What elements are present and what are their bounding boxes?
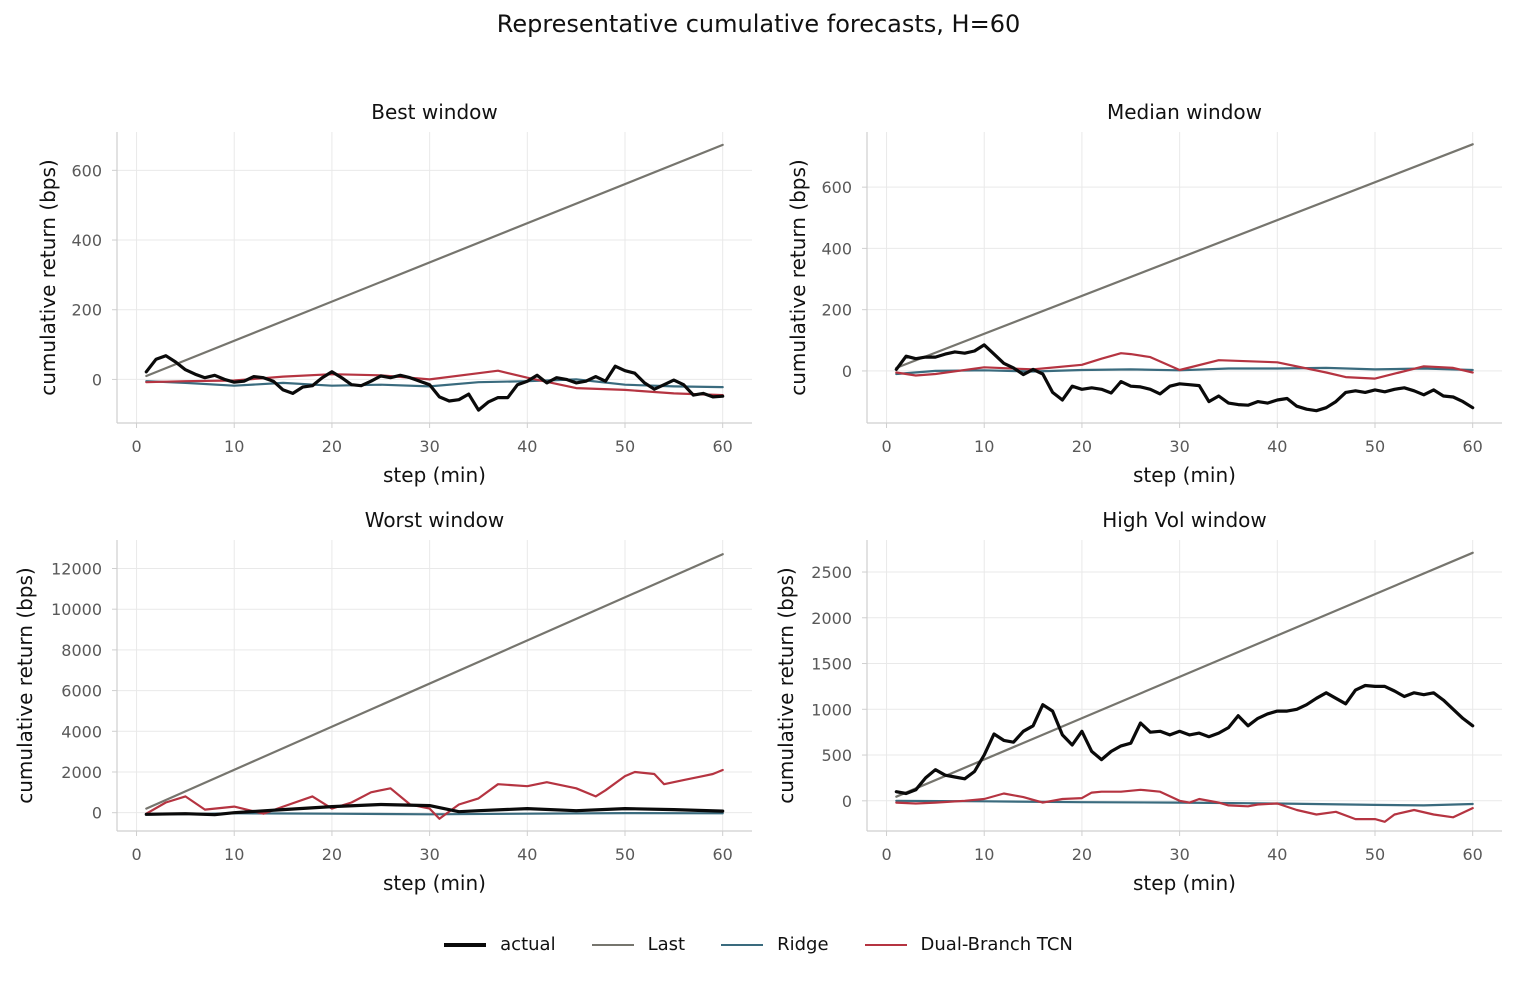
x-tick-label: 40 [1267,845,1287,864]
x-tick-label: 60 [713,437,733,456]
y-tick-label: 1000 [811,700,852,719]
x-tick-label: 10 [974,437,994,456]
series-line-actual [144,802,725,817]
x-tick-label: 50 [615,845,635,864]
y-tick-label: 10000 [51,600,102,619]
panel-title: High Vol window [1102,508,1266,532]
y-tick-label: 2500 [811,563,852,582]
x-tick-label: 60 [713,845,733,864]
legend: actual Last Ridge Dual-Branch TCN [0,934,1517,955]
x-tick-label: 10 [974,845,994,864]
x-tick-label: 50 [1365,437,1385,456]
y-axis-label: cumulative return (bps) [13,567,37,803]
y-tick-label: 4000 [61,722,102,741]
legend-item-last: Last [591,934,686,955]
y-tick-label: 1500 [811,655,852,674]
series-line-dual-branch-tcn [895,352,1474,380]
legend-swatch-dual-branch-tcn [864,943,907,946]
x-tick-label: 40 [1267,437,1287,456]
x-tick-label: 30 [1169,437,1189,456]
panel-title: Median window [1107,100,1262,124]
x-tick-label: 0 [131,437,141,456]
panel-title: Worst window [365,508,505,532]
y-axis-label: cumulative return (bps) [786,159,810,395]
y-tick-label: 0 [92,370,102,389]
x-tick-label: 60 [1463,437,1483,456]
legend-swatch-actual [444,942,487,947]
y-tick-label: 0 [842,362,852,381]
series-line-last [145,553,724,810]
figure-title: Representative cumulative forecasts, H=6… [496,10,1021,38]
y-tick-label: 2000 [61,763,102,782]
legend-item-dual-branch-tcn: Dual-Branch TCN [864,934,1073,955]
y-tick-label: 400 [821,239,852,258]
series-line-actual [894,683,1475,796]
series-line-last [895,143,1474,369]
series-line-actual [894,343,1475,413]
x-tick-label: 20 [1072,437,1092,456]
x-tick-label: 0 [881,437,891,456]
x-tick-label: 20 [322,845,342,864]
legend-label-dual-branch-tcn: Dual-Branch TCN [920,934,1073,955]
y-axis-label: cumulative return (bps) [36,159,60,395]
series-line-last [895,551,1474,798]
y-tick-label: 8000 [61,641,102,660]
x-tick-label: 0 [131,845,141,864]
x-tick-label: 60 [1463,845,1483,864]
y-axis-label: cumulative return (bps) [774,567,798,803]
x-axis-label: step (min) [1133,871,1236,895]
x-axis-label: step (min) [1133,463,1236,487]
x-tick-label: 40 [517,437,537,456]
panel-high-vol-window: 0 10 20 30 40 50 60 0 500 1000 1500 2000 2500 High Vo… [774,508,1502,895]
legend-label-actual: actual [500,934,556,955]
x-tick-label: 30 [419,845,439,864]
series-line-dual-branch-tcn [145,768,724,820]
x-axis-label: step (min) [383,871,486,895]
legend-label-last: Last [647,934,686,955]
y-tick-label: 200 [821,301,852,320]
x-tick-label: 0 [881,845,891,864]
x-tick-label: 10 [224,437,244,456]
legend-item-ridge: Ridge [721,934,829,955]
x-tick-label: 10 [224,845,244,864]
series-line-actual [144,354,725,412]
legend-swatch-ridge [721,943,764,946]
legend-label-ridge: Ridge [777,934,829,955]
y-tick-label: 400 [71,231,102,250]
x-tick-label: 20 [322,437,342,456]
x-tick-label: 50 [1365,845,1385,864]
x-axis-label: step (min) [383,463,486,487]
y-tick-label: 200 [71,301,102,320]
series-line-ridge [895,799,1474,807]
x-tick-label: 30 [1169,845,1189,864]
x-tick-label: 30 [419,437,439,456]
y-tick-label: 500 [821,746,852,765]
y-tick-label: 600 [71,161,102,180]
x-tick-label: 40 [517,845,537,864]
series-line-last [145,143,724,378]
x-tick-label: 50 [615,437,635,456]
legend-swatch-last [591,943,634,946]
y-tick-label: 12000 [51,559,102,578]
legend-item-actual: actual [444,934,556,955]
y-tick-label: 0 [92,804,102,823]
panel-worst-window: 0 10 20 30 40 50 60 0 2000 4000 6000 8000 10000 12000… [13,508,752,895]
y-tick-label: 600 [821,178,852,197]
y-tick-label: 0 [842,792,852,811]
y-tick-label: 2000 [811,609,852,628]
x-tick-label: 20 [1072,845,1092,864]
series-line-dual-branch-tcn [895,788,1474,823]
panel-title: Best window [371,100,498,124]
y-tick-label: 6000 [61,682,102,701]
